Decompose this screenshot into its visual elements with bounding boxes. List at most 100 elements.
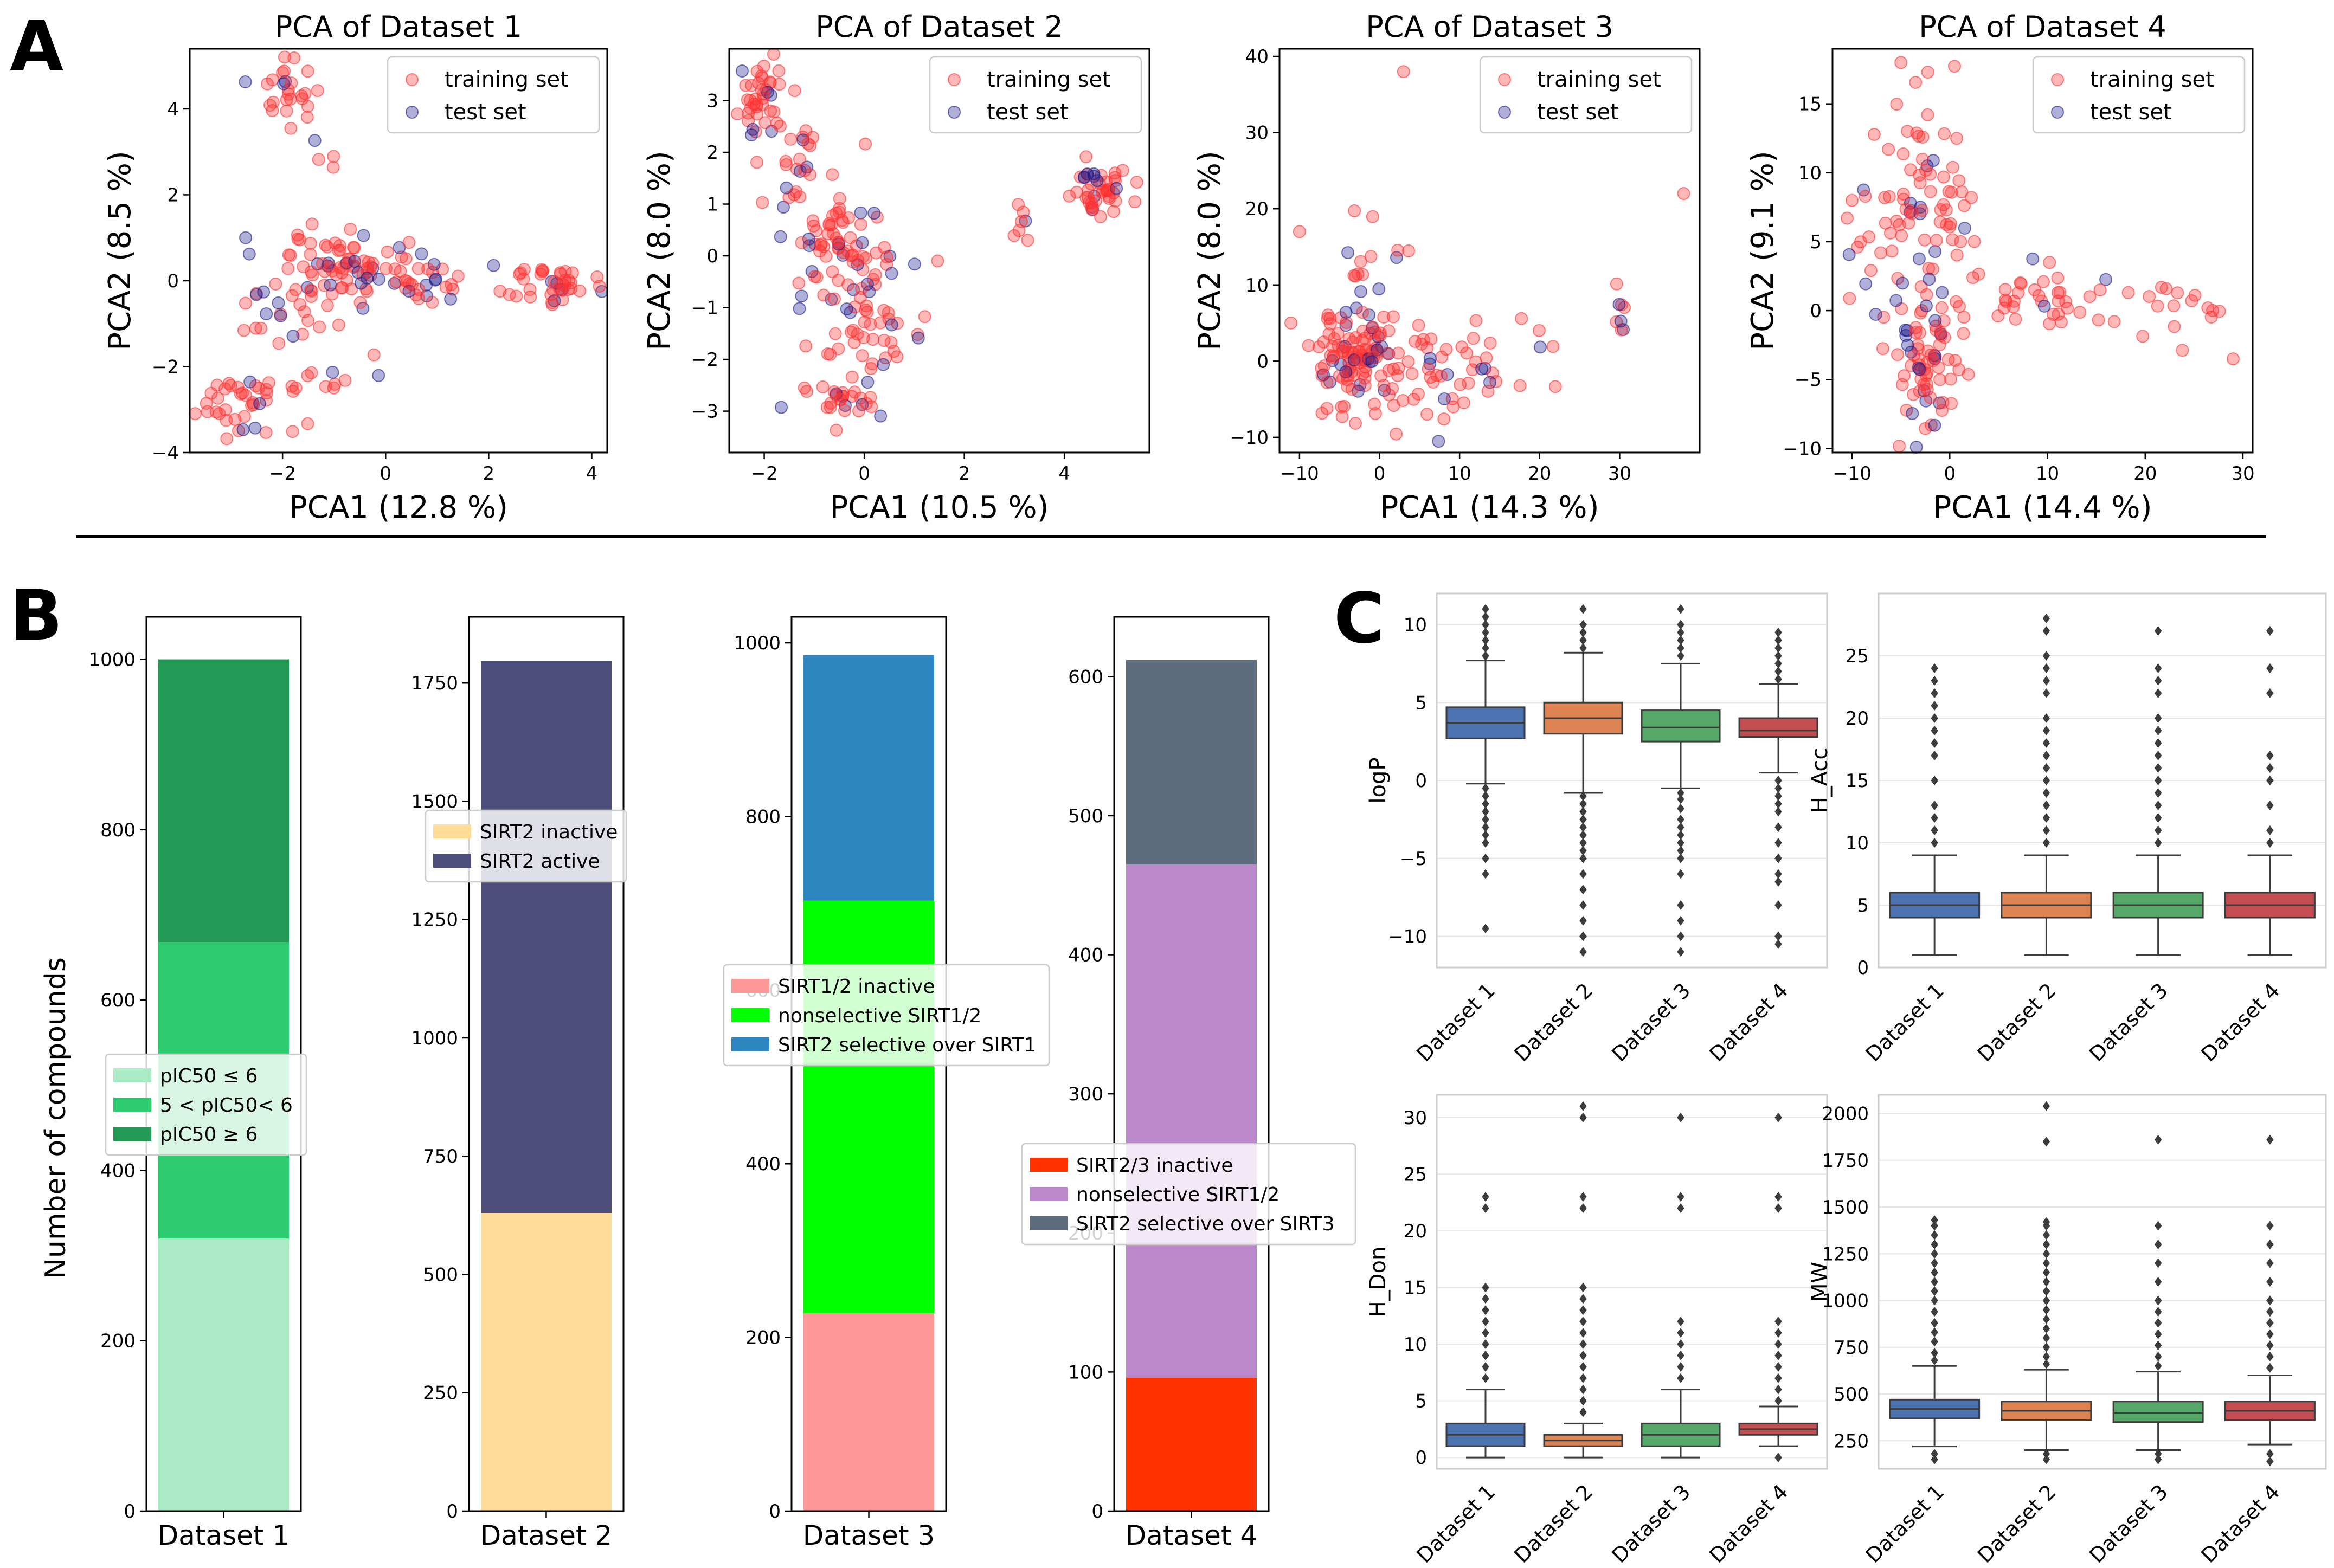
bar1-legend: pIC50 ≤ 6 5 < pIC50< 6 pIC50 ≥ 6 [105,1053,307,1156]
pca1-point [239,389,252,402]
bar2-segment [481,661,612,1213]
pca4-point [1923,273,1936,286]
pca1-point [420,278,433,292]
box_mw-flier [2042,1352,2050,1361]
pca4-point [1896,147,1910,160]
box_logp-flier [1677,915,1684,926]
pca1-point [282,248,295,262]
box_logp-flier [1677,627,1684,637]
pca2-point [1107,205,1120,218]
pca3-point [1366,320,1379,334]
pca2-point [772,64,786,78]
pca4-frame [1831,48,2254,454]
pca4-point [2011,286,2025,300]
bar3-legend-swatch [731,979,769,993]
box_mw-flier [2042,1286,2050,1296]
pca4-point [2121,286,2135,299]
pca1-point [311,84,324,98]
pca2-point [830,231,843,245]
bar4-ytick-label: 0 [1091,1501,1103,1522]
pca4-point [2037,275,2050,288]
pca2-point [731,107,744,121]
pca2-point [1081,191,1095,204]
pca1-point [399,252,413,266]
box_mw-flier [2154,1361,2162,1371]
bar2-legend-swatch [433,824,471,838]
pca1-point [326,160,340,174]
box_hacc-flier [2266,763,2274,773]
pca2-point [773,78,786,91]
bar2-legend: SIRT2 inactive SIRT2 active [425,809,627,883]
bar3-category-label: Dataset 3 [803,1520,935,1551]
bar3-ytick-label: 800 [745,806,781,828]
pca4-xtick-label: 10 [2036,463,2059,485]
pca3-ytick-label: 20 [1245,198,1269,220]
pca1-point [211,391,224,405]
box_hacc-flier [2266,801,2274,810]
pca1-point [301,100,314,113]
box_hdon-flier [1482,1350,1489,1360]
box_mw-flier [1931,1355,1938,1365]
pca1-point [293,298,307,311]
pca2-point [775,401,788,414]
box_mw-flier [2042,1324,2050,1334]
pca4-point [2083,290,2097,304]
pca2-point [780,181,793,195]
pca4-point [2009,312,2022,326]
box_logp-flier [1677,651,1684,661]
pca3-point [1533,340,1547,354]
box_hacc-flier [2154,763,2162,773]
pca3-point [1513,379,1527,392]
box_hacc-flier [2154,663,2162,673]
pca3-legend: training set test set [1479,56,1693,134]
box_mw-flier [2042,1249,2050,1259]
pca1-point [316,257,329,270]
pca2-point [828,327,842,340]
pca1-point [249,288,263,301]
pca3-point [1315,362,1328,375]
pca4-point [2159,282,2173,295]
pca3-points [1284,65,1690,448]
pca1-point [326,365,339,379]
pca2-point [842,211,856,224]
pca3-point [1321,312,1334,325]
pca2-point [1079,150,1093,164]
box_hacc-ytick-label: 10 [1846,833,1869,854]
pca1-point [357,229,370,242]
box_logp-flier [1579,846,1587,856]
pca1-point [319,380,332,393]
pca4-point [1891,272,1905,285]
pca4-point [1914,372,1928,386]
box_hdon-flier [1579,1328,1587,1338]
box_mw-flier [1931,1258,1938,1268]
pca3-point [1328,332,1341,345]
pca3-point [1356,268,1369,281]
pca2-ytick-label: −3 [691,401,718,423]
box_hacc-flier [1931,663,1938,673]
pca4-point [1916,131,1930,144]
box_logp-ytick-label: −10 [1388,926,1427,948]
box_hdon-flier [1482,1192,1489,1202]
box_hacc-flier [1931,813,1938,823]
bar1-ytick-label: 200 [100,1331,136,1352]
pca2-xtick-label: 0 [858,463,870,485]
pca1-point [297,260,310,274]
pca1-point [415,247,428,261]
box_logp-flier [1677,900,1684,910]
pca3-point [1423,357,1437,371]
pca1-point [367,348,381,362]
pca1-point [272,296,285,309]
pca3-point [1610,277,1623,291]
bar2-legend-label: SIRT2 inactive [480,821,618,843]
pca1-point [260,307,273,320]
pca1-point [304,248,317,261]
pca2-point [856,236,869,249]
pca1-point [333,239,346,253]
pca2-point [908,257,921,271]
pca1-point [243,375,257,389]
box_hacc-flier [1931,801,1938,810]
pca3-point [1368,407,1382,420]
pca3-point [1345,383,1359,396]
pca1-point [348,255,361,268]
